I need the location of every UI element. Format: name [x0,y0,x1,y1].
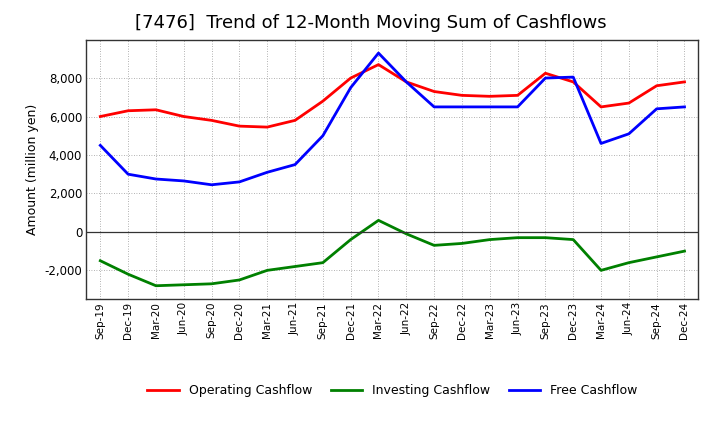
Operating Cashflow [458,93,467,98]
Free Cashflow [597,141,606,146]
Operating Cashflow [513,93,522,98]
Investing Cashflow [318,260,327,265]
Operating Cashflow [152,107,161,113]
Free Cashflow [652,106,661,111]
Investing Cashflow [624,260,633,265]
Operating Cashflow [318,99,327,104]
Investing Cashflow [124,271,132,277]
Free Cashflow [680,104,689,110]
Investing Cashflow [485,237,494,242]
Free Cashflow [235,179,243,184]
Operating Cashflow [374,62,383,67]
Investing Cashflow [374,218,383,223]
Operating Cashflow [569,79,577,84]
Operating Cashflow [96,114,104,119]
Operating Cashflow [346,75,355,81]
Operating Cashflow [541,70,550,76]
Investing Cashflow [680,249,689,254]
Investing Cashflow [291,264,300,269]
Free Cashflow [541,75,550,81]
Free Cashflow [624,131,633,136]
Investing Cashflow [430,243,438,248]
Operating Cashflow [402,79,410,84]
Line: Investing Cashflow: Investing Cashflow [100,220,685,286]
Free Cashflow [318,133,327,139]
Operating Cashflow [430,89,438,94]
Free Cashflow [207,182,216,187]
Free Cashflow [374,51,383,56]
Legend: Operating Cashflow, Investing Cashflow, Free Cashflow: Operating Cashflow, Investing Cashflow, … [143,379,642,402]
Operating Cashflow [124,108,132,114]
Operating Cashflow [179,114,188,119]
Free Cashflow [402,79,410,84]
Free Cashflow [152,176,161,182]
Investing Cashflow [263,268,271,273]
Investing Cashflow [597,268,606,273]
Investing Cashflow [346,237,355,242]
Operating Cashflow [652,83,661,88]
Free Cashflow [124,172,132,177]
Free Cashflow [485,104,494,110]
Operating Cashflow [680,79,689,84]
Line: Operating Cashflow: Operating Cashflow [100,65,685,127]
Investing Cashflow [541,235,550,240]
Investing Cashflow [458,241,467,246]
Operating Cashflow [263,125,271,130]
Free Cashflow [263,170,271,175]
Free Cashflow [291,162,300,167]
Free Cashflow [96,143,104,148]
Investing Cashflow [207,281,216,286]
Investing Cashflow [569,237,577,242]
Investing Cashflow [402,231,410,236]
Investing Cashflow [152,283,161,288]
Free Cashflow [346,85,355,90]
Operating Cashflow [235,124,243,129]
Free Cashflow [569,74,577,80]
Operating Cashflow [207,118,216,123]
Operating Cashflow [291,118,300,123]
Y-axis label: Amount (million yen): Amount (million yen) [26,104,39,235]
Line: Free Cashflow: Free Cashflow [100,53,685,185]
Free Cashflow [430,104,438,110]
Operating Cashflow [597,104,606,110]
Investing Cashflow [652,254,661,260]
Free Cashflow [179,178,188,183]
Operating Cashflow [624,100,633,106]
Free Cashflow [458,104,467,110]
Operating Cashflow [485,94,494,99]
Investing Cashflow [96,258,104,264]
Investing Cashflow [235,277,243,282]
Free Cashflow [513,104,522,110]
Investing Cashflow [179,282,188,287]
Investing Cashflow [513,235,522,240]
Text: [7476]  Trend of 12-Month Moving Sum of Cashflows: [7476] Trend of 12-Month Moving Sum of C… [135,15,607,33]
